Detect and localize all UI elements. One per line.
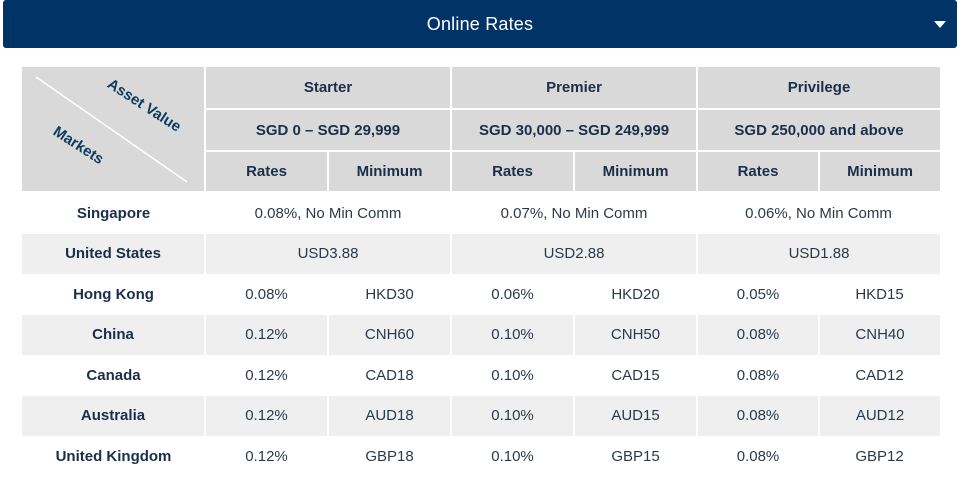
minimum-cell: AUD12 xyxy=(818,395,941,436)
minimum-cell: HKD30 xyxy=(365,285,414,303)
rate-cell: USD3.88 xyxy=(203,233,452,274)
market-name: Canada xyxy=(86,366,141,384)
table-row: Hong Kong 0.08% HKD30 0.06% HKD20 0.05% … xyxy=(22,274,940,315)
tier-range-starter: SGD 0 – SGD 29,999 xyxy=(203,109,452,152)
rate-cell: 0.12% xyxy=(204,395,328,436)
table-row: United Kingdom 0.12% GBP18 0.10% GBP15 0… xyxy=(22,436,940,477)
market-name: Singapore xyxy=(76,204,151,222)
rate-cell: 0.06% xyxy=(491,285,534,303)
minimum-cell: CAD12 xyxy=(855,366,904,384)
rate-cell: USD1.88 xyxy=(696,233,941,274)
rate-cell: 0.12% xyxy=(204,314,328,355)
tier-name-premier: Premier xyxy=(450,67,698,110)
minimum-cell: HKD15 xyxy=(855,285,904,303)
minimum-cell: CAD18 xyxy=(365,366,414,384)
rate-cell: 0.08% xyxy=(696,314,820,355)
tier-name-privilege: Privilege xyxy=(696,67,941,110)
rate-cell: 0.08% xyxy=(736,447,780,465)
minimum-cell: HKD20 xyxy=(611,285,660,303)
rate-cell: 0.10% xyxy=(491,366,534,384)
table-row: Canada 0.12% CAD18 0.10% CAD15 0.08% CAD… xyxy=(22,355,940,396)
minimum-cell: GBP12 xyxy=(855,447,904,465)
col-header-rates: Rates xyxy=(450,151,575,193)
rate-cell: 0.05% xyxy=(736,285,780,303)
rate-cell: 0.10% xyxy=(450,314,575,355)
table-row: Singapore 0.08%, No Min Comm 0.07%, No M… xyxy=(22,192,940,234)
rate-cell: 0.08%, No Min Comm xyxy=(254,204,402,222)
minimum-cell: CAD15 xyxy=(611,366,660,384)
tier-range-privilege: SGD 250,000 and above xyxy=(696,109,941,152)
rate-cell: USD2.88 xyxy=(450,233,698,274)
market-name: Australia xyxy=(22,395,205,436)
rate-cell: 0.08% xyxy=(245,285,288,303)
market-name: United Kingdom xyxy=(55,447,172,465)
accordion-title: Online Rates xyxy=(426,13,534,34)
col-header-minimum: Minimum xyxy=(326,151,452,193)
rate-cell: 0.12% xyxy=(245,366,288,384)
minimum-cell: GBP15 xyxy=(611,447,660,465)
rate-cell: 0.10% xyxy=(491,447,534,465)
rate-cell: 0.12% xyxy=(245,447,288,465)
table-corner-header: Asset Value Markets xyxy=(22,67,205,193)
table-row: China 0.12% CNH60 0.10% CNH50 0.08% CNH4… xyxy=(22,314,941,355)
rate-cell: 0.06%, No Min Comm xyxy=(745,204,892,222)
rate-cell: 0.10% xyxy=(450,395,575,436)
table-row: Australia 0.12% AUD18 0.10% AUD15 0.08% … xyxy=(22,395,941,436)
col-header-rates: Rates xyxy=(204,151,328,193)
chevron-down-icon[interactable] xyxy=(934,21,946,28)
tier-name-starter: Starter xyxy=(203,67,452,110)
tier-range-premier: SGD 30,000 – SGD 249,999 xyxy=(450,109,698,152)
minimum-cell: CNH60 xyxy=(326,314,452,355)
minimum-cell: AUD18 xyxy=(326,395,452,436)
minimum-cell: AUD15 xyxy=(573,395,698,436)
minimum-cell: CNH50 xyxy=(573,314,698,355)
market-name: Hong Kong xyxy=(73,285,154,303)
minimum-cell: CNH40 xyxy=(818,314,941,355)
market-name: China xyxy=(22,314,205,355)
col-header-minimum: Minimum xyxy=(818,151,941,193)
rate-cell: 0.08% xyxy=(736,366,780,384)
col-header-minimum: Minimum xyxy=(573,151,698,193)
online-rates-accordion-header[interactable]: Online Rates xyxy=(3,0,957,48)
minimum-cell: GBP18 xyxy=(365,447,414,465)
table-row: United States USD3.88 USD2.88 USD1.88 xyxy=(22,233,941,274)
market-name: United States xyxy=(22,233,205,274)
rates-table: Asset Value Markets Starter Premier Priv… xyxy=(22,67,941,477)
rate-cell: 0.07%, No Min Comm xyxy=(500,204,648,222)
rate-cell: 0.08% xyxy=(696,395,820,436)
col-header-rates: Rates xyxy=(696,151,820,193)
diagonal-divider xyxy=(35,76,188,183)
